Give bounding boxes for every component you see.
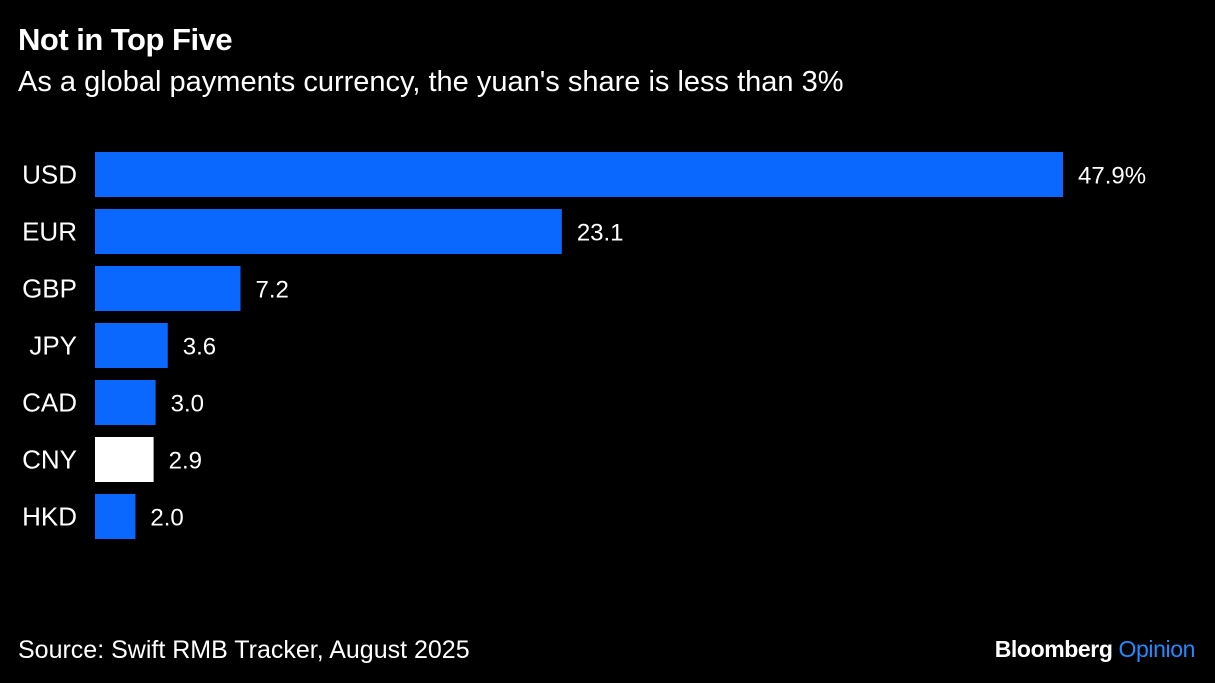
category-label-eur: EUR <box>22 217 77 247</box>
category-label-usd: USD <box>22 160 77 190</box>
value-label-usd: 47.9% <box>1078 163 1146 190</box>
brand-opinion: Opinion <box>1118 636 1196 662</box>
bar-hkd <box>95 494 136 539</box>
brand-logo: Bloomberg Opinion <box>994 636 1196 663</box>
value-label-cny: 2.9 <box>169 448 202 475</box>
bar-cny <box>95 437 154 482</box>
source-note: Source: Swift RMB Tracker, August 2025 <box>18 636 470 664</box>
bar-chart: USD 47.9% EUR 23.1 GBP 7.2 JPY 3.6 CAD 3.0 CNY 2.9 H… <box>22 152 1146 539</box>
category-label-cad: CAD <box>22 388 77 418</box>
bar-usd <box>95 152 1063 197</box>
brand-name: Bloomberg <box>994 636 1113 662</box>
chart-title: Not in Top Five <box>18 22 233 57</box>
category-label-hkd: HKD <box>22 502 77 532</box>
category-label-cny: CNY <box>22 445 77 475</box>
bar-eur <box>95 209 562 254</box>
value-label-eur: 23.1 <box>577 220 624 247</box>
value-label-gbp: 7.2 <box>256 277 289 304</box>
bar-cad <box>95 380 156 425</box>
chart-subtitle: As a global payments currency, the yuan'… <box>18 66 844 98</box>
bar-jpy <box>95 323 168 368</box>
category-label-gbp: GBP <box>22 274 77 304</box>
value-label-jpy: 3.6 <box>183 334 216 361</box>
category-label-jpy: JPY <box>29 331 77 361</box>
bar-gbp <box>95 266 241 311</box>
value-label-hkd: 2.0 <box>150 505 183 532</box>
value-label-cad: 3.0 <box>171 391 204 418</box>
